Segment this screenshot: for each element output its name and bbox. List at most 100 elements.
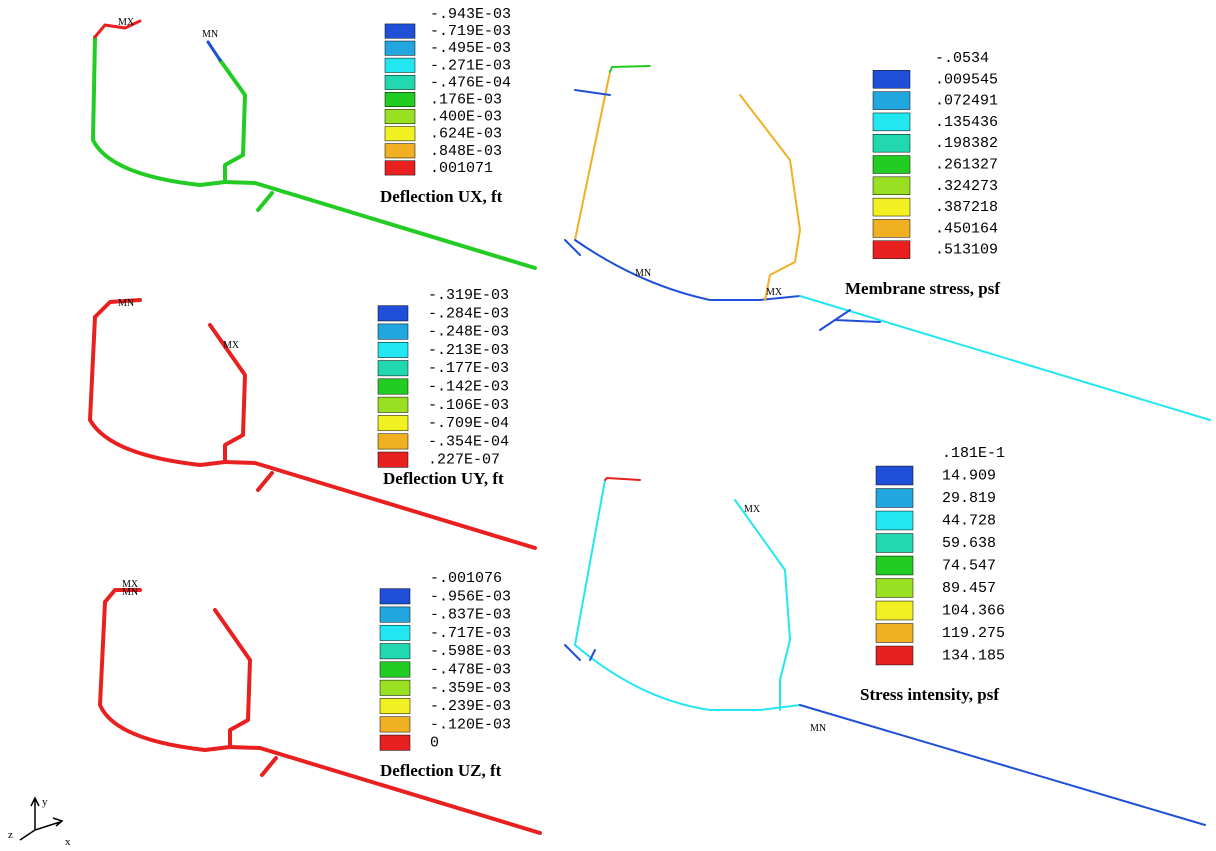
panel-title: Deflection UX, ft [380, 187, 503, 206]
legend-swatch [378, 361, 408, 376]
legend-swatch [873, 177, 910, 195]
legend-swatch [378, 379, 408, 394]
legend-label: 134.185 [942, 647, 1005, 664]
legend-swatch [873, 70, 910, 88]
figure: y z x -.943E-03-.719E-03-.495E-03-.271E-… [0, 0, 1216, 851]
legend-swatch [873, 198, 910, 216]
legend-swatch [876, 646, 913, 665]
legend-swatch [385, 161, 415, 175]
legend-label: .001071 [430, 160, 493, 177]
legend-swatch [876, 511, 913, 530]
legend-label: -.0534 [935, 50, 989, 67]
legend-label: -.177E-03 [428, 360, 509, 377]
legend-swatch [378, 452, 408, 467]
legend-label: 74.547 [942, 557, 996, 574]
legend-label: 0 [430, 735, 439, 752]
legend-label: .135436 [935, 114, 998, 131]
legend-swatch [876, 579, 913, 598]
legend-label: .624E-03 [430, 126, 502, 143]
legend-label: -.717E-03 [430, 625, 511, 642]
legend-swatch [385, 144, 415, 158]
legend-label: -.001076 [430, 570, 502, 587]
legend-label: .387218 [935, 199, 998, 216]
legend-label: -.142E-03 [428, 378, 509, 395]
legend-swatch [378, 324, 408, 339]
legend-label: .848E-03 [430, 143, 502, 160]
legend-swatch [378, 306, 408, 321]
legend-swatch [385, 127, 415, 141]
legend-swatch [876, 624, 913, 643]
legend-swatch [378, 397, 408, 412]
legend-label: -.284E-03 [428, 305, 509, 322]
legend-swatch [385, 24, 415, 38]
legend-label: -.106E-03 [428, 397, 509, 414]
extreme-marker: MN [810, 723, 826, 734]
legend-swatch [385, 41, 415, 55]
legend-swatch [380, 735, 410, 750]
canvas: y z x -.943E-03-.719E-03-.495E-03-.271E-… [0, 0, 1216, 851]
axis-label: x [65, 836, 71, 848]
legend-swatch [378, 415, 408, 430]
extreme-marker: MX [118, 17, 135, 28]
legend-swatch [385, 58, 415, 72]
legend-label: .198382 [935, 135, 998, 152]
extreme-marker: MX [766, 287, 783, 298]
legend-swatch [876, 489, 913, 508]
pipe-detail [208, 42, 220, 60]
legend-label: 119.275 [942, 625, 1005, 642]
legend-swatch [876, 466, 913, 485]
legend-swatch [380, 698, 410, 713]
legend-label: .261327 [935, 156, 998, 173]
legend-swatch [876, 556, 913, 575]
legend-label: 44.728 [942, 512, 996, 529]
legend-label: 59.638 [942, 535, 996, 552]
legend-swatch [385, 75, 415, 89]
legend-label: -.719E-03 [430, 23, 511, 40]
legend-label: .513109 [935, 242, 998, 259]
legend-swatch [876, 534, 913, 553]
legend-label: -.239E-03 [430, 698, 511, 715]
legend-label: -.354E-04 [428, 433, 509, 450]
legend-label: .072491 [935, 93, 998, 110]
legend-label: -.213E-03 [428, 342, 509, 359]
legend-label: -.319E-03 [428, 287, 509, 304]
legend-label: 89.457 [942, 580, 996, 597]
panel-title: Deflection UZ, ft [380, 761, 502, 780]
legend-swatch [873, 92, 910, 110]
legend-swatch [380, 680, 410, 695]
legend-label: -.120E-03 [430, 716, 511, 733]
legend-swatch [378, 342, 408, 357]
legend-label: -.248E-03 [428, 324, 509, 341]
legend-label: .009545 [935, 71, 998, 88]
legend-swatch [380, 662, 410, 677]
legend-label: 14.909 [942, 467, 996, 484]
extreme-marker: MN [118, 298, 134, 309]
legend-label: .227E-07 [428, 452, 500, 469]
legend-swatch [380, 625, 410, 640]
legend-label: -.598E-03 [430, 643, 511, 660]
legend-label: .324273 [935, 178, 998, 195]
legend-swatch [876, 601, 913, 620]
axis-label: z [8, 829, 13, 841]
legend-swatch [380, 607, 410, 622]
legend-label: -.943E-03 [430, 6, 511, 23]
axis-label: y [42, 796, 48, 808]
extreme-marker: MX [223, 340, 240, 351]
legend-swatch [385, 92, 415, 106]
legend-label: -.271E-03 [430, 57, 511, 74]
legend-label: -.837E-03 [430, 607, 511, 624]
legend-swatch [873, 219, 910, 237]
legend-label: .400E-03 [430, 109, 502, 126]
extreme-marker: MN [202, 29, 218, 40]
legend-swatch [380, 589, 410, 604]
legend-label: -.956E-03 [430, 588, 511, 605]
panel-title: Deflection UY, ft [383, 469, 504, 488]
legend-label: .181E-1 [942, 445, 1005, 462]
legend-swatch [380, 644, 410, 659]
legend-swatch [873, 241, 910, 259]
legend-label: -.478E-03 [430, 661, 511, 678]
panel-title: Stress intensity, psf [860, 685, 999, 704]
extreme-marker: MX [744, 504, 761, 515]
panel-title: Membrane stress, psf [845, 279, 1000, 298]
legend-label: .450164 [935, 220, 998, 237]
